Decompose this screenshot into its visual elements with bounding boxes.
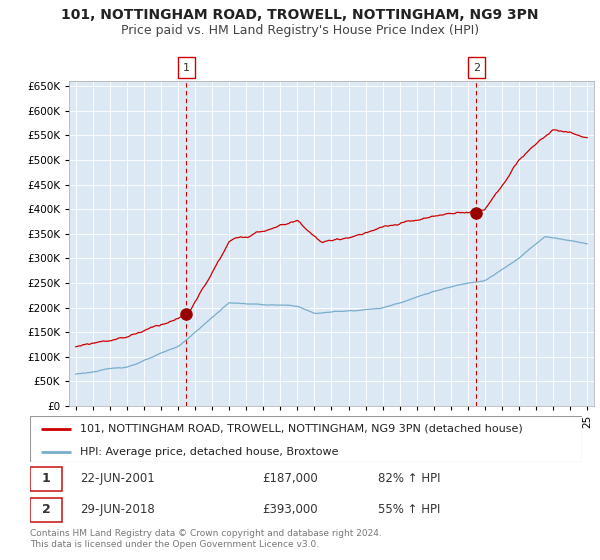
- Text: 82% ↑ HPI: 82% ↑ HPI: [378, 472, 440, 486]
- Text: 101, NOTTINGHAM ROAD, TROWELL, NOTTINGHAM, NG9 3PN: 101, NOTTINGHAM ROAD, TROWELL, NOTTINGHA…: [61, 8, 539, 22]
- Text: 22-JUN-2001: 22-JUN-2001: [80, 472, 154, 486]
- Text: £187,000: £187,000: [262, 472, 317, 486]
- Text: 101, NOTTINGHAM ROAD, TROWELL, NOTTINGHAM, NG9 3PN (detached house): 101, NOTTINGHAM ROAD, TROWELL, NOTTINGHA…: [80, 424, 523, 434]
- Text: 1: 1: [182, 63, 190, 73]
- Text: 2: 2: [473, 63, 480, 73]
- Text: 1: 1: [41, 472, 50, 486]
- Text: 29-JUN-2018: 29-JUN-2018: [80, 503, 154, 516]
- FancyBboxPatch shape: [30, 467, 62, 492]
- Text: 55% ↑ HPI: 55% ↑ HPI: [378, 503, 440, 516]
- FancyBboxPatch shape: [30, 416, 582, 462]
- Text: Contains HM Land Registry data © Crown copyright and database right 2024.
This d: Contains HM Land Registry data © Crown c…: [30, 529, 382, 549]
- Text: HPI: Average price, detached house, Broxtowe: HPI: Average price, detached house, Brox…: [80, 447, 338, 457]
- Text: 2: 2: [41, 503, 50, 516]
- Text: Price paid vs. HM Land Registry's House Price Index (HPI): Price paid vs. HM Land Registry's House …: [121, 24, 479, 36]
- FancyBboxPatch shape: [30, 497, 62, 522]
- Text: £393,000: £393,000: [262, 503, 317, 516]
